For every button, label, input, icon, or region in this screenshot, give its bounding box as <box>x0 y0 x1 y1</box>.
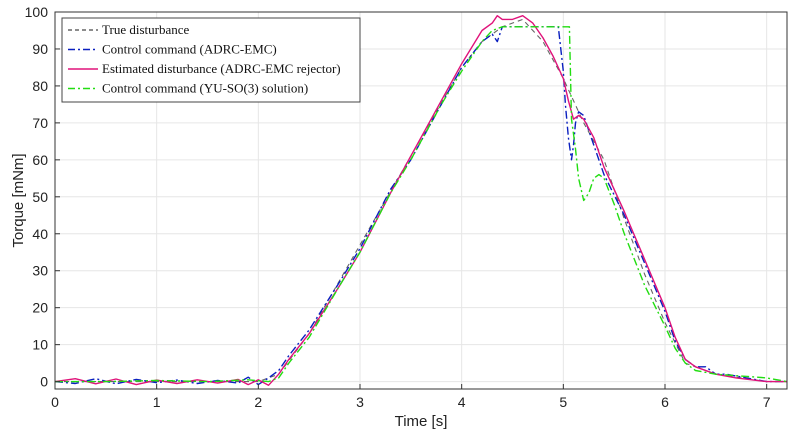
y-tick-label: 40 <box>32 226 48 242</box>
x-axis-label: Time [s] <box>395 413 448 430</box>
legend-label: True disturbance <box>102 22 189 37</box>
x-tick-label: 2 <box>254 394 262 410</box>
legend-box <box>61 17 361 103</box>
series-line-1 <box>55 18 787 383</box>
y-tick-label: 70 <box>32 115 48 131</box>
x-tick-label: 6 <box>661 394 669 410</box>
legend-label: Control command (ADRC-EMC) <box>102 42 277 57</box>
y-tick-label: 0 <box>40 374 48 390</box>
series-line-2 <box>55 26 787 386</box>
y-tick-label: 50 <box>32 189 48 205</box>
series-layer <box>55 14 787 386</box>
y-tick-label: 20 <box>32 300 48 316</box>
y-tick-label: 10 <box>32 337 48 353</box>
x-tick-label: 7 <box>763 394 771 410</box>
legend-label: Estimated disturbance (ADRC-EMC rejector… <box>102 61 341 76</box>
y-tick-label: 60 <box>32 152 48 168</box>
y-tick-label: 90 <box>32 41 48 57</box>
legend-label: Control command (YU-SO(3) solution) <box>102 81 308 96</box>
plot-frame <box>54 11 788 390</box>
x-tick-label: 3 <box>356 394 364 410</box>
x-tick-label: 4 <box>458 394 466 410</box>
x-tick-label: 5 <box>559 394 567 410</box>
x-tick-label: 0 <box>51 394 59 410</box>
series-line-3 <box>55 14 787 386</box>
y-tick-label: 100 <box>25 4 49 20</box>
y-tick-label: 80 <box>32 78 48 94</box>
y-axis-label: Torque [mNm] <box>10 153 27 247</box>
x-tick-label: 1 <box>153 394 161 410</box>
legend: True disturbance Control command (ADRC-EM… <box>61 17 361 103</box>
series-line-4 <box>55 26 787 383</box>
y-tick-label: 30 <box>32 263 48 279</box>
